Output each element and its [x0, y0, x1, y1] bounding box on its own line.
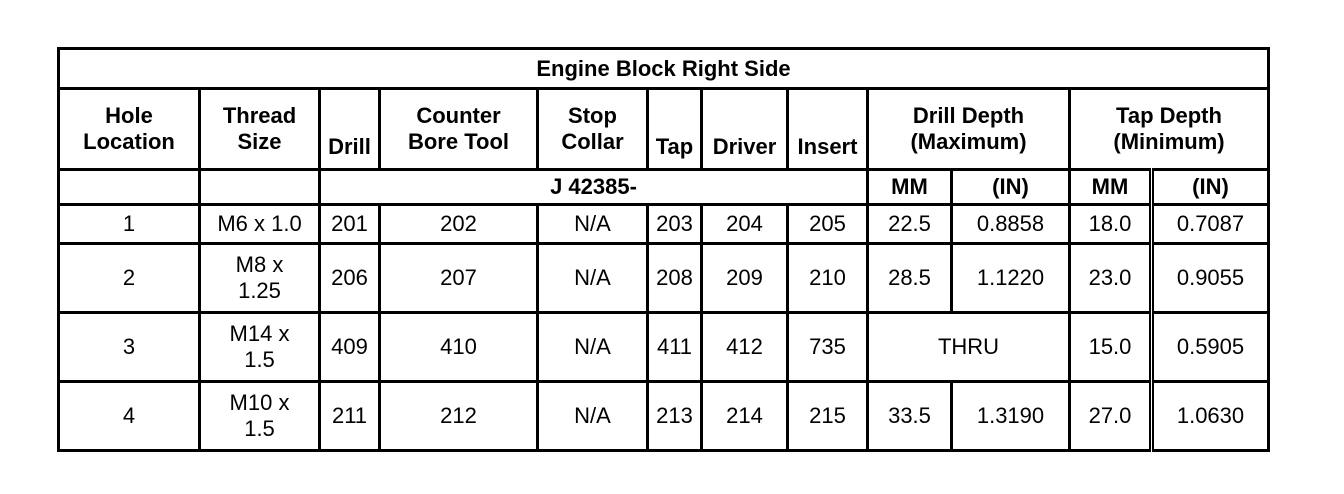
driver: 204: [700, 203, 789, 245]
table-row: 1 M6 x 1.0 201 202 N/A 203 204 205 22.5 …: [57, 203, 1270, 245]
insert: 215: [786, 380, 869, 452]
tap-depth-mm: 27.0: [1068, 380, 1153, 452]
unit-td-mm: MM: [1068, 168, 1153, 206]
unit-td-in: (IN): [1149, 168, 1270, 206]
header-drill: Drill: [318, 87, 381, 171]
header-drill-depth: Drill Depth (Maximum): [866, 87, 1071, 171]
counter-bore-tool: 202: [378, 203, 539, 245]
unit-dd-mm: MM: [866, 168, 953, 206]
thread-size: M10 x 1.5: [198, 380, 321, 452]
thread-size: M6 x 1.0: [198, 203, 321, 245]
tap-depth-mm: 18.0: [1068, 203, 1153, 245]
driver: 209: [700, 242, 789, 314]
drill-depth-in: 1.1220: [950, 242, 1071, 314]
drill-depth-mm: 22.5: [866, 203, 953, 245]
tap: 208: [646, 242, 703, 314]
hole-location: 2: [57, 242, 201, 314]
stop-collar: N/A: [536, 380, 649, 452]
insert: 210: [786, 242, 869, 314]
drill-depth-in: 1.3190: [950, 380, 1071, 452]
drill-depth-in: 0.8858: [950, 203, 1071, 245]
tap: 213: [646, 380, 703, 452]
table-title: Engine Block Right Side: [57, 47, 1270, 90]
driver: 214: [700, 380, 789, 452]
tap-depth-in: 0.5905: [1149, 311, 1270, 383]
counter-bore-tool: 212: [378, 380, 539, 452]
blank-cell: [57, 168, 201, 206]
tap-depth-mm: 23.0: [1068, 242, 1153, 314]
stop-collar: N/A: [536, 242, 649, 314]
drill: 211: [318, 380, 381, 452]
header-stop-collar: Stop Collar: [536, 87, 649, 171]
drill-depth-mm: 28.5: [866, 242, 953, 314]
insert: 735: [786, 311, 869, 383]
unit-dd-in: (IN): [950, 168, 1071, 206]
tap: 411: [646, 311, 703, 383]
tap-depth-in: 0.9055: [1149, 242, 1270, 314]
driver: 412: [700, 311, 789, 383]
hole-location: 3: [57, 311, 201, 383]
header-hole-location: Hole Location: [57, 87, 201, 171]
header-thread-size: Thread Size: [198, 87, 321, 171]
drill-depth-thru: THRU: [866, 311, 1071, 383]
header-tap: Tap: [646, 87, 703, 171]
stop-collar: N/A: [536, 203, 649, 245]
table-row: 2 M8 x 1.25 206 207 N/A 208 209 210 28.5…: [57, 242, 1270, 314]
tool-prefix: J 42385-: [318, 168, 869, 206]
header-insert: Insert: [786, 87, 869, 171]
hole-location: 4: [57, 380, 201, 452]
table-row: 3 M14 x 1.5 409 410 N/A 411 412 735 THRU…: [57, 311, 1270, 383]
tap-depth-in: 1.0630: [1149, 380, 1270, 452]
tap-depth-in: 0.7087: [1149, 203, 1270, 245]
tap: 203: [646, 203, 703, 245]
thread-size: M8 x 1.25: [198, 242, 321, 314]
drill-depth-mm: 33.5: [866, 380, 953, 452]
header-counter-bore-tool: Counter Bore Tool: [378, 87, 539, 171]
stop-collar: N/A: [536, 311, 649, 383]
table-row: 4 M10 x 1.5 211 212 N/A 213 214 215 33.5…: [57, 380, 1270, 452]
header-tap-depth: Tap Depth (Minimum): [1068, 87, 1270, 171]
insert: 205: [786, 203, 869, 245]
thread-size: M14 x 1.5: [198, 311, 321, 383]
hole-location: 1: [57, 203, 201, 245]
drill: 201: [318, 203, 381, 245]
header-driver: Driver: [700, 87, 789, 171]
counter-bore-tool: 207: [378, 242, 539, 314]
blank-cell: [198, 168, 321, 206]
engine-block-right-side-table: Engine Block Right Side Hole Location Thr…: [57, 47, 1270, 452]
drill: 409: [318, 311, 381, 383]
counter-bore-tool: 410: [378, 311, 539, 383]
drill: 206: [318, 242, 381, 314]
tap-depth-mm: 15.0: [1068, 311, 1153, 383]
